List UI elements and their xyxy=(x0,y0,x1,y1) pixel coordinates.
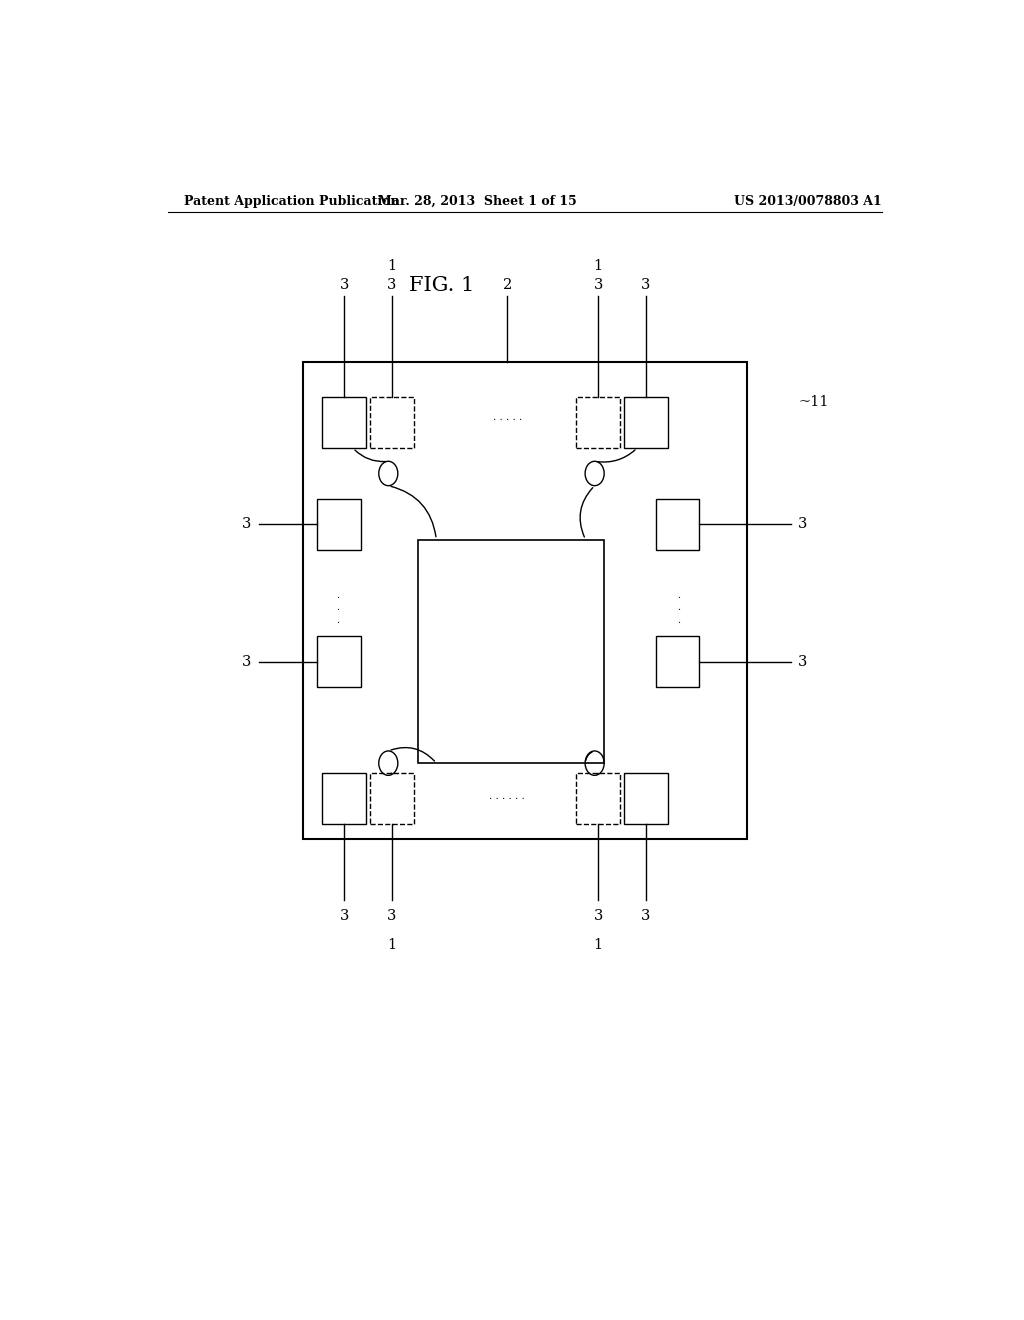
Text: US 2013/0078803 A1: US 2013/0078803 A1 xyxy=(734,194,882,207)
Text: 2: 2 xyxy=(503,279,512,293)
Bar xyxy=(316,499,360,549)
Text: ~11: ~11 xyxy=(799,395,829,409)
Text: 3: 3 xyxy=(340,279,349,293)
Bar xyxy=(418,540,604,763)
Bar xyxy=(323,397,367,447)
Text: FIG. 1: FIG. 1 xyxy=(409,276,474,294)
Text: 3: 3 xyxy=(243,655,252,668)
Text: 3: 3 xyxy=(594,279,603,293)
Text: 1: 1 xyxy=(594,259,603,273)
Bar xyxy=(655,636,699,686)
Bar xyxy=(323,774,367,824)
Text: . . . . .: . . . . . xyxy=(493,413,522,422)
Bar xyxy=(577,774,621,824)
Text: Patent Application Publication: Patent Application Publication xyxy=(183,194,399,207)
Bar xyxy=(577,397,621,447)
Text: 3: 3 xyxy=(387,908,396,923)
Text: 1: 1 xyxy=(594,939,603,952)
Text: Mar. 28, 2013  Sheet 1 of 15: Mar. 28, 2013 Sheet 1 of 15 xyxy=(378,194,577,207)
Text: 3: 3 xyxy=(594,908,603,923)
Text: 3: 3 xyxy=(340,908,349,923)
Text: 3: 3 xyxy=(243,517,252,532)
Bar xyxy=(370,397,414,447)
Text: 3: 3 xyxy=(641,279,650,293)
Text: 1: 1 xyxy=(387,939,396,952)
Text: 3: 3 xyxy=(387,279,396,293)
Bar xyxy=(316,636,360,686)
Bar xyxy=(655,499,699,549)
Bar xyxy=(303,362,748,840)
Text: .
.
.: . . . xyxy=(677,590,680,624)
Bar xyxy=(370,774,414,824)
Bar xyxy=(624,774,668,824)
Text: 3: 3 xyxy=(798,517,807,532)
Text: 3: 3 xyxy=(798,655,807,668)
Text: . . . . . .: . . . . . . xyxy=(489,792,525,801)
Text: 1: 1 xyxy=(387,259,396,273)
Text: .
.
.: . . . xyxy=(336,590,339,624)
Bar xyxy=(624,397,668,447)
Text: 3: 3 xyxy=(641,908,650,923)
